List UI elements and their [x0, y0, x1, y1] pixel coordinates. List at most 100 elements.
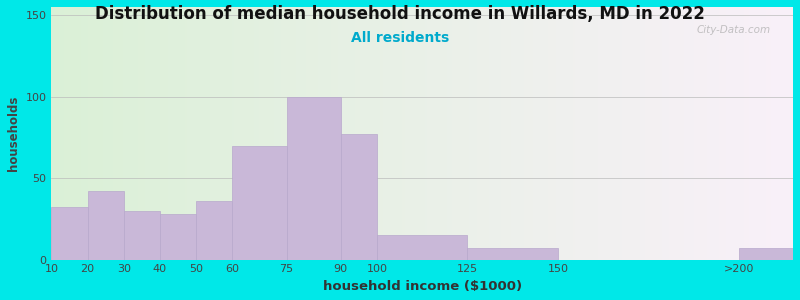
Bar: [494, 7, 497, 260]
Bar: [294, 7, 297, 260]
Bar: [482, 7, 485, 260]
Bar: [496, 7, 499, 260]
Bar: [706, 7, 710, 260]
Bar: [390, 7, 394, 260]
Bar: [170, 7, 174, 260]
Bar: [232, 7, 235, 260]
Bar: [541, 7, 544, 260]
Bar: [328, 7, 331, 260]
Bar: [225, 7, 228, 260]
Bar: [504, 7, 507, 260]
Bar: [509, 7, 512, 260]
Bar: [230, 7, 233, 260]
Bar: [150, 7, 154, 260]
Bar: [160, 214, 196, 260]
Bar: [573, 7, 576, 260]
Bar: [51, 208, 87, 260]
Bar: [128, 7, 131, 260]
Bar: [506, 7, 510, 260]
Bar: [642, 7, 646, 260]
Bar: [694, 7, 698, 260]
Bar: [776, 7, 779, 260]
Bar: [457, 7, 460, 260]
Bar: [140, 7, 143, 260]
Bar: [692, 7, 695, 260]
Bar: [252, 7, 255, 260]
Bar: [101, 7, 104, 260]
Bar: [452, 7, 455, 260]
Bar: [442, 7, 446, 260]
Bar: [583, 7, 586, 260]
Text: All residents: All residents: [351, 32, 449, 46]
Bar: [148, 7, 151, 260]
Bar: [187, 7, 190, 260]
Bar: [254, 7, 258, 260]
Bar: [640, 7, 643, 260]
Bar: [484, 7, 487, 260]
Bar: [674, 7, 678, 260]
Bar: [690, 7, 693, 260]
Bar: [556, 7, 559, 260]
Bar: [54, 7, 57, 260]
Bar: [746, 7, 750, 260]
Bar: [242, 7, 245, 260]
Bar: [647, 7, 650, 260]
Bar: [499, 7, 502, 260]
Bar: [605, 7, 608, 260]
Bar: [724, 7, 727, 260]
Bar: [311, 7, 314, 260]
Bar: [786, 7, 789, 260]
Bar: [454, 7, 458, 260]
Bar: [51, 7, 54, 260]
Bar: [407, 7, 410, 260]
Bar: [566, 7, 569, 260]
Bar: [153, 7, 156, 260]
Bar: [158, 7, 161, 260]
Bar: [704, 7, 707, 260]
Bar: [71, 7, 74, 260]
Bar: [173, 7, 176, 260]
Bar: [264, 7, 267, 260]
Bar: [521, 7, 524, 260]
Bar: [196, 201, 232, 260]
Bar: [98, 7, 102, 260]
Bar: [330, 7, 334, 260]
Bar: [78, 7, 82, 260]
Bar: [731, 7, 734, 260]
X-axis label: household income ($1000): household income ($1000): [322, 280, 522, 293]
Bar: [76, 7, 79, 260]
Bar: [257, 7, 260, 260]
Bar: [529, 7, 532, 260]
Bar: [608, 7, 611, 260]
Bar: [593, 7, 596, 260]
Bar: [672, 7, 675, 260]
Bar: [717, 7, 720, 260]
Bar: [469, 7, 472, 260]
Bar: [338, 7, 342, 260]
Bar: [355, 7, 358, 260]
Bar: [486, 7, 490, 260]
Bar: [763, 7, 766, 260]
Bar: [113, 7, 116, 260]
Bar: [200, 7, 203, 260]
Bar: [198, 7, 201, 260]
Bar: [133, 7, 136, 260]
Bar: [635, 7, 638, 260]
Bar: [738, 7, 742, 260]
Bar: [276, 7, 279, 260]
Bar: [610, 7, 614, 260]
Bar: [66, 7, 70, 260]
Bar: [405, 7, 408, 260]
Bar: [291, 7, 294, 260]
Bar: [246, 7, 250, 260]
Bar: [729, 7, 732, 260]
Bar: [657, 7, 660, 260]
Bar: [282, 7, 285, 260]
Bar: [116, 7, 119, 260]
Bar: [578, 7, 581, 260]
Bar: [659, 7, 662, 260]
Bar: [162, 7, 166, 260]
Bar: [202, 7, 206, 260]
Bar: [758, 7, 762, 260]
Bar: [754, 7, 757, 260]
